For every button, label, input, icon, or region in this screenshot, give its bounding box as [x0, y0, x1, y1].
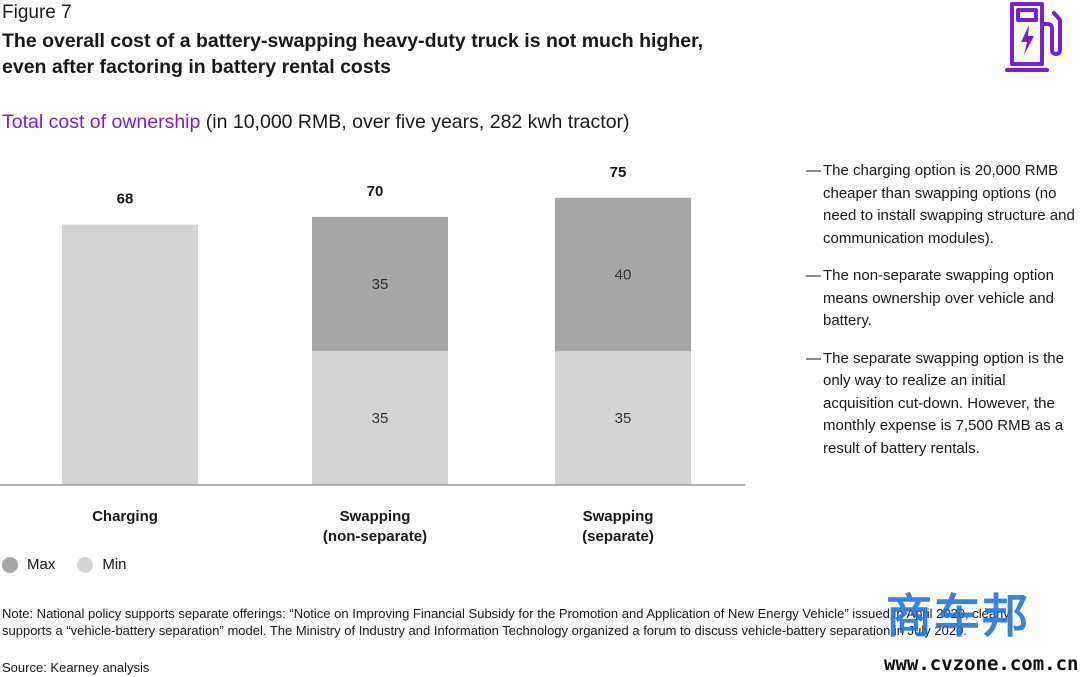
- bar-segment-max: [555, 197, 691, 351]
- note-text: The charging option is 20,000 RMB cheape…: [823, 162, 1075, 247]
- bar-total-label: 70: [367, 183, 384, 200]
- category-label: Charging: [92, 508, 158, 525]
- note-dash: —: [806, 162, 821, 179]
- bar-total-label: 68: [117, 191, 134, 208]
- note-text: The non-separate swapping option means o…: [823, 267, 1054, 329]
- watermark-url: www.cvzone.com.cn: [884, 653, 1079, 675]
- segment-value-label: 35: [615, 410, 632, 427]
- legend-swatch-max: [2, 556, 18, 573]
- legend-label-min: Min: [102, 556, 127, 573]
- note-item: — The separate swapping option is the on…: [806, 348, 1078, 461]
- bar-segment-min: [312, 350, 448, 485]
- segment-value-label: 35: [372, 276, 389, 293]
- watermark: 商车邦 www.cvzone.com.cn: [876, 580, 1080, 677]
- subtitle-accent: Total cost of ownership: [2, 111, 201, 133]
- figure-label: Figure 7: [2, 2, 72, 23]
- watermark-logo: 商车邦: [886, 589, 1030, 643]
- category-label: Swapping: [340, 508, 411, 525]
- note-dash: —: [806, 267, 821, 284]
- category-label: (separate): [582, 528, 654, 545]
- chart-subtitle: Total cost of ownership (in 10,000 RMB, …: [2, 111, 630, 134]
- note-dash: —: [806, 349, 821, 367]
- chart-legend: Max Min: [2, 556, 149, 573]
- stacked-bar-chart: 68 Charging 35 35 70 Swapping (non-separate) 35…: [0, 164, 745, 545]
- footnote: Note: National policy supports separate …: [2, 606, 1010, 638]
- chart-title-line-2: even after factoring in battery rental c…: [2, 56, 392, 78]
- note-item: — The non-separate swapping option means…: [806, 265, 1078, 333]
- chart-title-line-1: The overall cost of a battery-swapping h…: [2, 30, 704, 52]
- legend-item-min: Min: [77, 556, 127, 573]
- category-label: Swapping: [583, 508, 654, 525]
- bar-total-label: 75: [610, 164, 627, 181]
- subtitle-units: (in 10,000 RMB, over five years, 282 kwh…: [200, 111, 630, 133]
- segment-value-label: 40: [615, 266, 632, 283]
- source-note: Source: Kearney analysis: [2, 660, 150, 675]
- category-label: (non-separate): [323, 528, 427, 545]
- chart-title: The overall cost of a battery-swapping h…: [2, 28, 802, 80]
- legend-swatch-min: [77, 556, 94, 573]
- note-text: The separate swapping option is the only…: [823, 349, 1064, 457]
- segment-value-label: 35: [372, 410, 389, 427]
- bar-segment-min: [555, 350, 691, 485]
- legend-label-max: Max: [27, 556, 56, 573]
- legend-item-max: Max: [2, 556, 55, 573]
- note-item: — The charging option is 20,000 RMB chea…: [806, 160, 1078, 250]
- bar-segment-min: [62, 224, 198, 485]
- bar-segment-max: [312, 216, 448, 351]
- ev-charging-station-icon: [1005, 2, 1062, 72]
- key-takeaways: — The charging option is 20,000 RMB chea…: [806, 160, 1078, 475]
